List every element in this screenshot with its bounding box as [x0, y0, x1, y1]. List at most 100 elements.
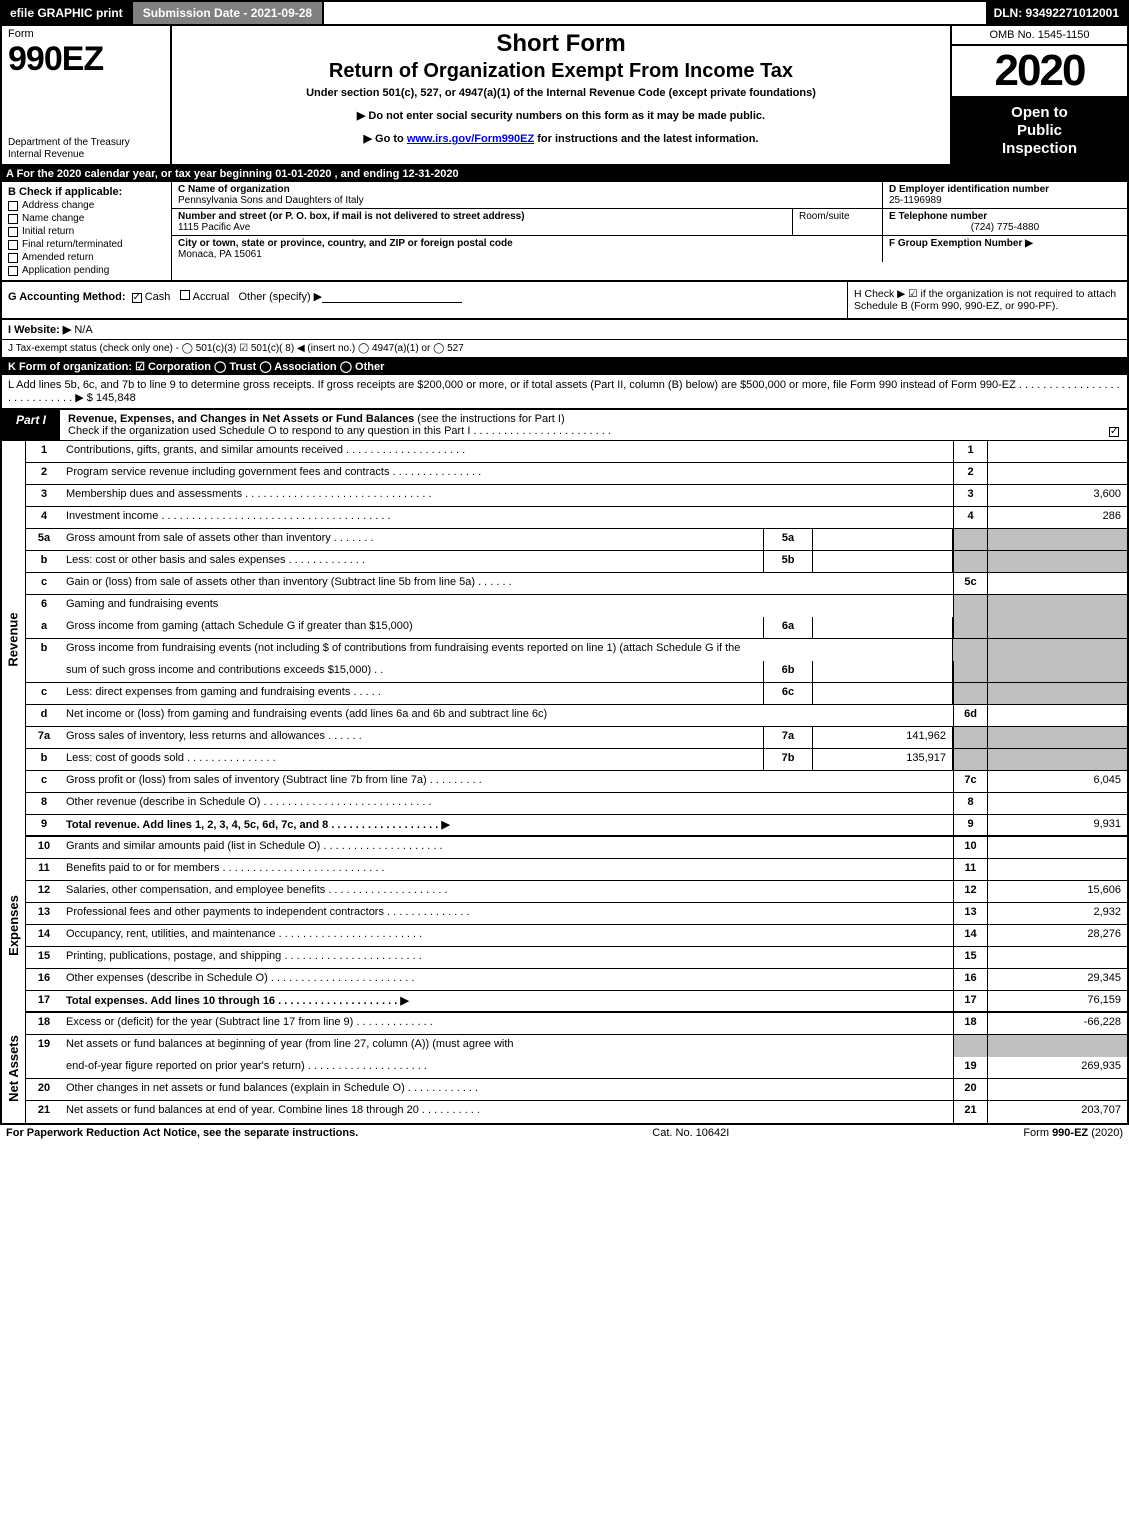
row-6b2-subval [813, 661, 953, 682]
row-1-num: 1 [26, 441, 62, 462]
line-a-tax-year: A For the 2020 calendar year, or tax yea… [0, 166, 1129, 182]
row-1-desc: Contributions, gifts, grants, and simila… [62, 441, 953, 462]
row-20-desc: Other changes in net assets or fund bala… [62, 1079, 953, 1100]
row-17-ln: 17 [953, 991, 987, 1011]
g-accrual: Accrual [193, 291, 230, 303]
row-6c: c Less: direct expenses from gaming and … [26, 683, 1127, 705]
row-6-num: 6 [26, 595, 62, 617]
topbar-spacer [324, 2, 985, 24]
checkbox-cash[interactable] [132, 293, 142, 303]
row-2-num: 2 [26, 463, 62, 484]
e-value: (724) 775-4880 [889, 222, 1121, 233]
f-label: F Group Exemption Number ▶ [889, 238, 1033, 249]
row-16-desc: Other expenses (describe in Schedule O) … [62, 969, 953, 990]
goto-pre: ▶ Go to [364, 133, 407, 145]
row-14-num: 14 [26, 925, 62, 946]
row-6a-num: a [26, 617, 62, 638]
checkbox-accrual[interactable] [180, 290, 190, 300]
row-19a-num: 19 [26, 1035, 62, 1057]
row-1-ln: 1 [953, 441, 987, 462]
row-7b-ln-shaded [953, 749, 987, 770]
omb-number: OMB No. 1545-1150 [952, 26, 1127, 46]
gh-row: G Accounting Method: Cash Accrual Other … [0, 282, 1129, 320]
row-6-amt-shaded [987, 595, 1127, 617]
row-3-ln: 3 [953, 485, 987, 506]
checkbox-address-change[interactable] [8, 201, 18, 211]
checkbox-application-pending[interactable] [8, 266, 18, 276]
row-6a-amt-shaded [987, 617, 1127, 638]
row-15-amt [987, 947, 1127, 968]
row-5b-num: b [26, 551, 62, 572]
row-6c-num: c [26, 683, 62, 704]
goto-line: ▶ Go to www.irs.gov/Form990EZ for instru… [180, 132, 942, 145]
website-value: N/A [74, 324, 92, 336]
row-2-desc: Program service revenue including govern… [62, 463, 953, 484]
row-7a-subval: 141,962 [813, 727, 953, 748]
row-4-amt: 286 [987, 507, 1127, 528]
row-8: 8 Other revenue (describe in Schedule O)… [26, 793, 1127, 815]
c-name-value: Pennsylvania Sons and Daughters of Italy [178, 195, 364, 206]
header-right: OMB No. 1545-1150 2020 Open to Public In… [952, 26, 1127, 164]
row-5a-desc: Gross amount from sale of assets other t… [62, 529, 763, 550]
row-2-amt [987, 463, 1127, 484]
checkbox-amended-return[interactable] [8, 253, 18, 263]
cell-c-city: City or town, state or province, country… [172, 236, 882, 262]
open-line2: Public [952, 122, 1127, 140]
row-8-amt [987, 793, 1127, 814]
row-6a-sub: 6a [763, 617, 813, 638]
tax-year: 2020 [952, 46, 1127, 98]
row-6b1-num: b [26, 639, 62, 661]
col-cdef: C Name of organization Pennsylvania Sons… [172, 182, 1127, 280]
row-5a-amt-shaded [987, 529, 1127, 550]
c-city-value: Monaca, PA 15061 [178, 249, 262, 260]
section-bcdef: B Check if applicable: Address change Na… [0, 182, 1129, 282]
row-6-ln-shaded [953, 595, 987, 617]
submission-date-button[interactable]: Submission Date - 2021-09-28 [133, 2, 324, 24]
row-18-desc: Excess or (deficit) for the year (Subtra… [62, 1013, 953, 1034]
row-3: 3 Membership dues and assessments . . . … [26, 485, 1127, 507]
cell-room: Room/suite [792, 209, 882, 235]
row-8-num: 8 [26, 793, 62, 814]
row-7b-num: b [26, 749, 62, 770]
row-11-desc: Benefits paid to or for members . . . . … [62, 859, 953, 880]
row-6b2-sub: 6b [763, 661, 813, 682]
row-11-ln: 11 [953, 859, 987, 880]
row-17-num: 17 [26, 991, 62, 1011]
form-word: Form [8, 28, 164, 40]
row-19b-amt: 269,935 [987, 1057, 1127, 1078]
row-12-desc: Salaries, other compensation, and employ… [62, 881, 953, 902]
row-21-desc: Net assets or fund balances at end of ye… [62, 1101, 953, 1123]
checkbox-final-return[interactable] [8, 240, 18, 250]
g-other-blank[interactable] [322, 292, 462, 303]
header-middle: Short Form Return of Organization Exempt… [172, 26, 952, 164]
line-g: G Accounting Method: Cash Accrual Other … [2, 282, 847, 318]
row-1: 1 Contributions, gifts, grants, and simi… [26, 441, 1127, 463]
row-9-num: 9 [26, 815, 62, 835]
open-line1: Open to [952, 104, 1127, 122]
open-to-public-inspection: Open to Public Inspection [952, 98, 1127, 164]
row-3-num: 3 [26, 485, 62, 506]
footer-right-bold: 990-EZ [1052, 1127, 1088, 1139]
row-15: 15 Printing, publications, postage, and … [26, 947, 1127, 969]
footer: For Paperwork Reduction Act Notice, see … [0, 1125, 1129, 1141]
goto-post: for instructions and the latest informat… [534, 133, 758, 145]
checkbox-initial-return[interactable] [8, 227, 18, 237]
row-13-amt: 2,932 [987, 903, 1127, 924]
row-10: 10 Grants and similar amounts paid (list… [26, 837, 1127, 859]
row-14-amt: 28,276 [987, 925, 1127, 946]
row-20-amt [987, 1079, 1127, 1100]
irs-link[interactable]: www.irs.gov/Form990EZ [407, 133, 534, 145]
row-6c-desc: Less: direct expenses from gaming and fu… [62, 683, 763, 704]
row-20-ln: 20 [953, 1079, 987, 1100]
row-5c-num: c [26, 573, 62, 594]
row-19a: 19 Net assets or fund balances at beginn… [26, 1035, 1127, 1057]
row-6c-sub: 6c [763, 683, 813, 704]
row-7b-desc: Less: cost of goods sold . . . . . . . .… [62, 749, 763, 770]
row-7a: 7a Gross sales of inventory, less return… [26, 727, 1127, 749]
checkbox-name-change[interactable] [8, 214, 18, 224]
row-6d-desc: Net income or (loss) from gaming and fun… [62, 705, 953, 726]
part1-schedule-o-checkbox[interactable] [1109, 427, 1119, 437]
line-l-gross-receipts: L Add lines 5b, 6c, and 7b to line 9 to … [0, 375, 1129, 410]
efile-print-button[interactable]: efile GRAPHIC print [2, 2, 133, 24]
row-3-desc: Membership dues and assessments . . . . … [62, 485, 953, 506]
